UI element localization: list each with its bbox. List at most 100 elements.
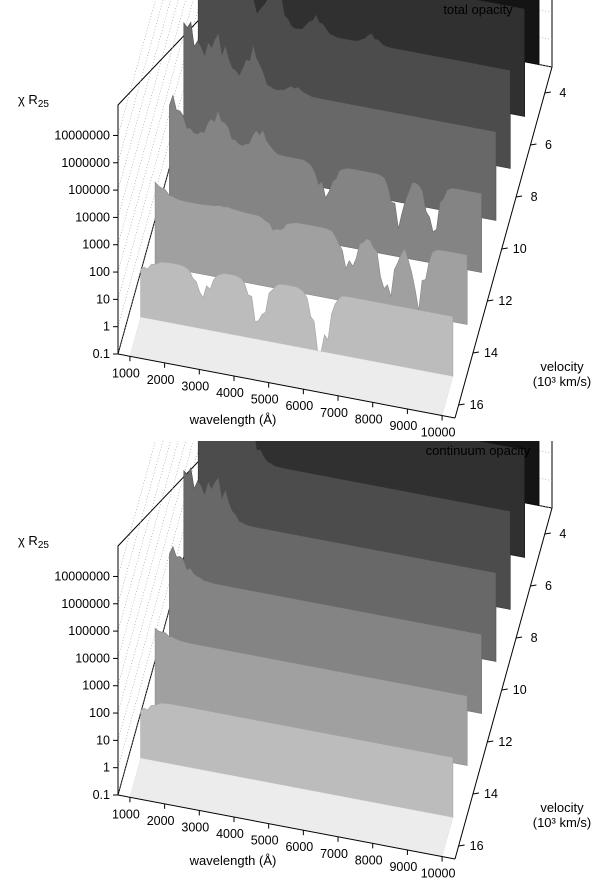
chart-title: total opacity [443,2,513,17]
z-tick-label: 1 [103,761,110,775]
z-axis-label: χ R25 [18,533,49,551]
x-tick-label: 3000 [181,820,209,834]
z-tick-label: 10000000 [54,569,110,583]
z-tick-label: 10 [96,292,110,306]
y-tick-mark [544,532,551,535]
y-axis-label-line1: velocity [540,800,584,815]
y-tick-mark [515,636,523,639]
surface-strip [169,545,482,714]
x-tick-label: 5000 [251,834,279,848]
y-tick-label: 16 [470,839,484,853]
z-tick-label: 100000 [68,624,110,638]
continuum-opacity-chart: 0.1 1 10 100 1000 10000 100000 1000000 10000000 1… [18,441,592,881]
y-tick-mark [487,299,494,302]
z-tick-label: 10 [96,733,110,747]
y-axis-label-line2: (10³ km/s) [533,815,592,830]
y-tick-mark [487,740,494,743]
z-tick-label: 100000 [68,183,110,197]
x-tick-label: 10000 [421,867,456,881]
surface-strip [169,94,482,273]
z-tick-label: 100 [89,706,110,720]
x-tick-label: 6000 [285,399,313,413]
x-tick-label: 8000 [355,412,383,426]
y-tick-label: 10 [513,683,527,697]
y-axis-label-line1: velocity [540,359,584,374]
y-tick-mark [458,403,465,406]
y-tick-mark [515,195,523,198]
z-tick-label: 1000 [82,238,110,252]
z-gridline [117,0,171,191]
z-tick-label: 0.1 [93,788,110,802]
y-axis-line [454,66,553,419]
y-axis-line [454,507,553,860]
y-tick-label: 14 [484,787,498,801]
surface-strip [154,627,468,766]
chart-title: continuum opacity [426,443,531,458]
x-tick-label: 1000 [112,366,140,380]
z-tick-label: 1 [103,320,110,334]
x-tick-label: 2000 [147,373,175,387]
z-gridline [117,441,164,604]
y-tick-label: 4 [559,527,566,541]
y-tick-mark [530,143,537,146]
x-tick-label: 9000 [389,419,417,433]
z-tick-label: 0.1 [93,347,110,361]
y-axis-label-line2: (10³ km/s) [533,374,592,389]
y-tick-mark [472,351,480,354]
x-axis-label: wavelength (Å) [189,853,277,868]
y-tick-label: 14 [484,346,498,360]
x-tick-label: 7000 [320,847,348,861]
x-tick-label: 2000 [147,814,175,828]
surface-strip [154,181,468,325]
y-tick-label: 12 [498,735,512,749]
z-tick-label: 100 [89,265,110,279]
z-gridline [117,0,164,163]
x-axis-label: wavelength (Å) [189,412,277,427]
y-tick-mark [501,247,508,250]
y-tick-mark [530,584,537,587]
surface-strip [140,261,454,377]
y-tick-label: 10 [513,242,527,256]
x-tick-label: 6000 [285,840,313,854]
z-gridline [117,441,171,632]
y-tick-mark [544,91,551,94]
y-tick-mark [472,792,480,795]
z-gridline [117,0,156,136]
x-tick-label: 5000 [251,393,279,407]
x-axis-line [117,794,456,860]
z-gridline [117,441,194,714]
z-gridline [117,0,194,273]
z-tick-label: 1000000 [61,597,110,611]
y-tick-label: 16 [470,398,484,412]
z-tick-label: 1000 [82,679,110,693]
x-tick-label: 1000 [112,807,140,821]
y-tick-label: 6 [545,579,552,593]
z-tick-label: 10000000 [54,128,110,142]
z-tick-label: 1000000 [61,156,110,170]
x-tick-label: 4000 [216,386,244,400]
y-tick-mark [501,688,508,691]
x-tick-label: 9000 [389,860,417,874]
y-tick-label: 12 [498,294,512,308]
y-tick-mark [458,844,465,847]
z-axis-label: χ R25 [18,92,49,110]
z-gridline [117,0,179,218]
x-tick-label: 8000 [355,853,383,867]
y-tick-label: 8 [531,190,538,204]
x-axis-line [117,353,456,419]
z-tick-label: 10000 [75,210,110,224]
x-tick-label: 3000 [181,379,209,393]
x-tick-label: 10000 [421,426,456,440]
y-tick-label: 6 [545,138,552,152]
z-gridline [117,0,186,245]
z-gridline [117,441,156,577]
y-tick-label: 8 [531,631,538,645]
z-tick-label: 10000 [75,651,110,665]
y-tick-label: 4 [559,86,566,100]
surface-strip [140,702,454,818]
z-gridline [117,441,186,686]
total-opacity-chart: 0.1 1 10 100 1000 10000 100000 1000000 10000000 1… [18,0,592,440]
x-tick-label: 4000 [216,827,244,841]
x-tick-label: 7000 [320,406,348,420]
